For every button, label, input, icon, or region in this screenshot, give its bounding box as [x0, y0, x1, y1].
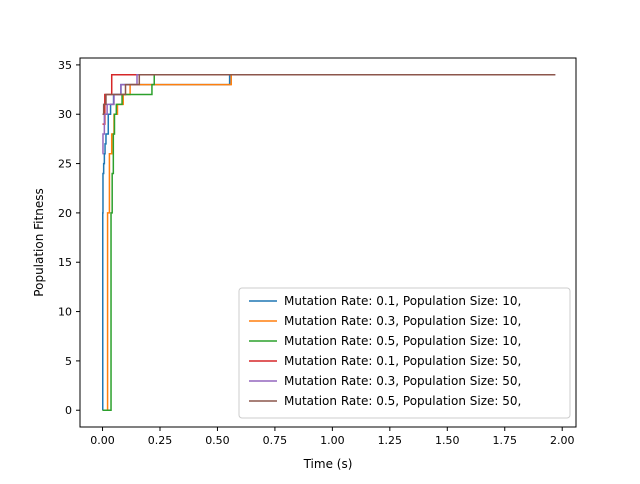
y-axis: 0 5 10 15 20 25 30 35 [58, 59, 80, 417]
y-tick-label: 25 [58, 158, 72, 171]
x-tick-label: 1.25 [378, 434, 403, 447]
series-line-2 [102, 74, 544, 411]
y-tick-label: 35 [58, 59, 72, 72]
plot-frame [79, 57, 577, 428]
y-tick-label: 20 [58, 207, 72, 220]
x-tick-label: 0.50 [205, 434, 230, 447]
series-line-3 [102, 74, 551, 411]
x-tick-label: 0.00 [90, 434, 115, 447]
x-tick-label: 0.75 [263, 434, 288, 447]
x-tick-label: 1.50 [435, 434, 460, 447]
legend: Mutation Rate: 0.1, Population Size: 10,… [238, 287, 571, 419]
legend-label-5: Mutation Rate: 0.3, Population Size: 50, [284, 374, 521, 388]
series-line-6 [102, 74, 556, 115]
y-tick-label: 5 [65, 355, 72, 368]
legend-label-4: Mutation Rate: 0.1, Population Size: 50, [284, 354, 521, 368]
legend-label-1: Mutation Rate: 0.1, Population Size: 10, [284, 294, 521, 308]
legend-label-2: Mutation Rate: 0.3, Population Size: 10, [284, 314, 521, 328]
y-tick-label: 10 [58, 306, 72, 319]
y-tick-label: 30 [58, 108, 72, 121]
legend-label-6: Mutation Rate: 0.5, Population Size: 50, [284, 394, 521, 408]
legend-label-3: Mutation Rate: 0.5, Population Size: 10, [284, 334, 521, 348]
x-axis-label: Time (s) [303, 457, 353, 471]
x-tick-label: 1.75 [492, 434, 517, 447]
series-layer [102, 74, 556, 411]
y-tick-label: 15 [58, 256, 72, 269]
x-tick-label: 1.00 [320, 434, 345, 447]
x-tick-label: 2.00 [550, 434, 575, 447]
x-tick-label: 0.25 [148, 434, 173, 447]
y-tick-label: 0 [65, 404, 72, 417]
legend-box [238, 287, 571, 419]
y-axis-label: Population Fitness [32, 188, 46, 296]
x-axis: 0.00 0.25 0.50 0.75 1.00 1.25 1.50 1.75 2.00 [90, 427, 574, 447]
